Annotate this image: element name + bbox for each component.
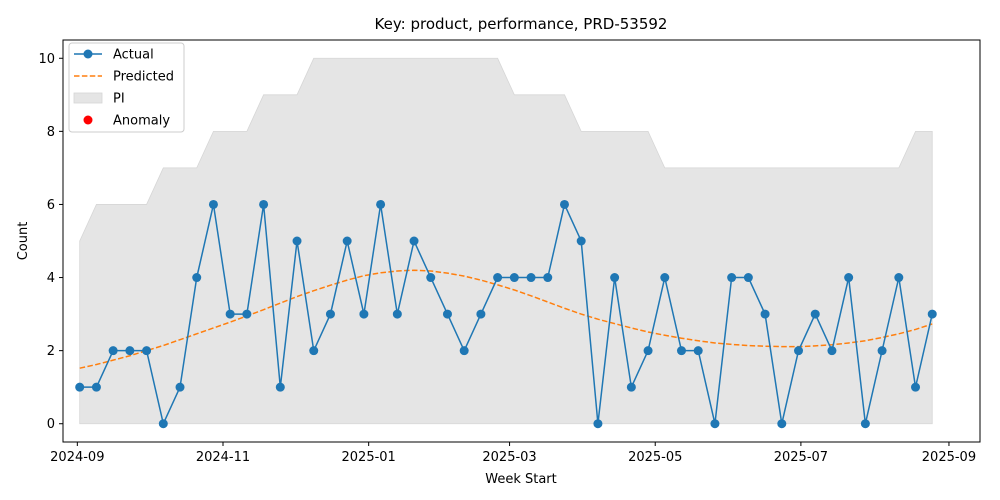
y-tick-label: 6 [47,198,55,213]
x-tick-label: 2025-01 [342,450,396,465]
x-tick-label: 2025-05 [628,450,682,465]
legend-label: Actual [113,48,154,63]
actual-point [242,309,252,319]
actual-point [476,309,486,319]
x-tick-label: 2024-11 [196,450,250,465]
actual-point [743,273,753,283]
actual-point [376,199,386,209]
prediction-interval-band [79,57,933,425]
actual-point [660,273,670,283]
actual-line [79,202,933,427]
actual-point [676,346,686,356]
actual-point [576,236,586,246]
actual-point [877,346,887,356]
legend-pi-swatch [73,92,103,104]
legend-actual-marker [83,49,93,59]
actual-point [543,273,553,283]
actual-point [643,346,653,356]
actual-point [626,382,636,392]
actual-point [225,309,235,319]
actual-point [693,346,703,356]
actual-point [526,273,536,283]
actual-point [175,382,185,392]
plot-frame [62,39,981,443]
legend: Actual Predicted PI Anomaly [68,42,185,133]
x-tick-label: 2024-09 [50,450,104,465]
actual-point [108,346,118,356]
y-tick-label: 10 [38,52,55,67]
x-tick-label: 2025-03 [482,450,536,465]
actual-point [91,382,101,392]
actual-point [142,346,152,356]
actual-point [777,419,787,429]
actual-point [610,273,620,283]
chart-title: Key: product, performance, PRD-53592 [375,15,668,33]
legend-label: PI [113,92,125,107]
actual-point [125,346,135,356]
y-axis-label: Count [16,222,31,261]
x-tick-label: 2025-07 [774,450,828,465]
actual-point [710,419,720,429]
actual-point [208,199,218,209]
actual-point [459,346,469,356]
actual-point [794,346,804,356]
actual-point [894,273,904,283]
actual-point [309,346,319,356]
actual-point [275,382,285,392]
actual-point [192,273,202,283]
predicted-line [79,269,933,369]
actual-point [158,419,168,429]
actual-point [342,236,352,246]
legend-anomaly-marker [83,115,93,125]
legend-box [68,42,185,133]
actual-point [292,236,302,246]
actual-point [844,273,854,283]
actual-point [727,273,737,283]
actual-point [426,273,436,283]
actual-point [493,273,503,283]
actual-point [911,382,921,392]
y-tick-label: 4 [47,271,55,286]
actual-point [392,309,402,319]
actual-point [359,309,369,319]
actual-point [75,382,85,392]
actual-point [509,273,519,283]
actual-point [827,346,837,356]
actual-point [259,199,269,209]
y-tick-label: 8 [47,125,55,140]
legend-label: Anomaly [113,114,170,129]
actual-point [860,419,870,429]
legend-label: Predicted [113,70,174,85]
actual-point [927,309,937,319]
actual-point [810,309,820,319]
plot-area [75,57,937,429]
y-tick-label: 2 [47,344,55,359]
actual-point [593,419,603,429]
actual-point [409,236,419,246]
actual-point [760,309,770,319]
y-tick-label: 0 [47,417,55,432]
actual-point [325,309,335,319]
actual-point [559,199,569,209]
x-axis-label: Week Start [485,472,557,487]
actual-point [442,309,452,319]
x-tick-label: 2025-09 [922,450,976,465]
